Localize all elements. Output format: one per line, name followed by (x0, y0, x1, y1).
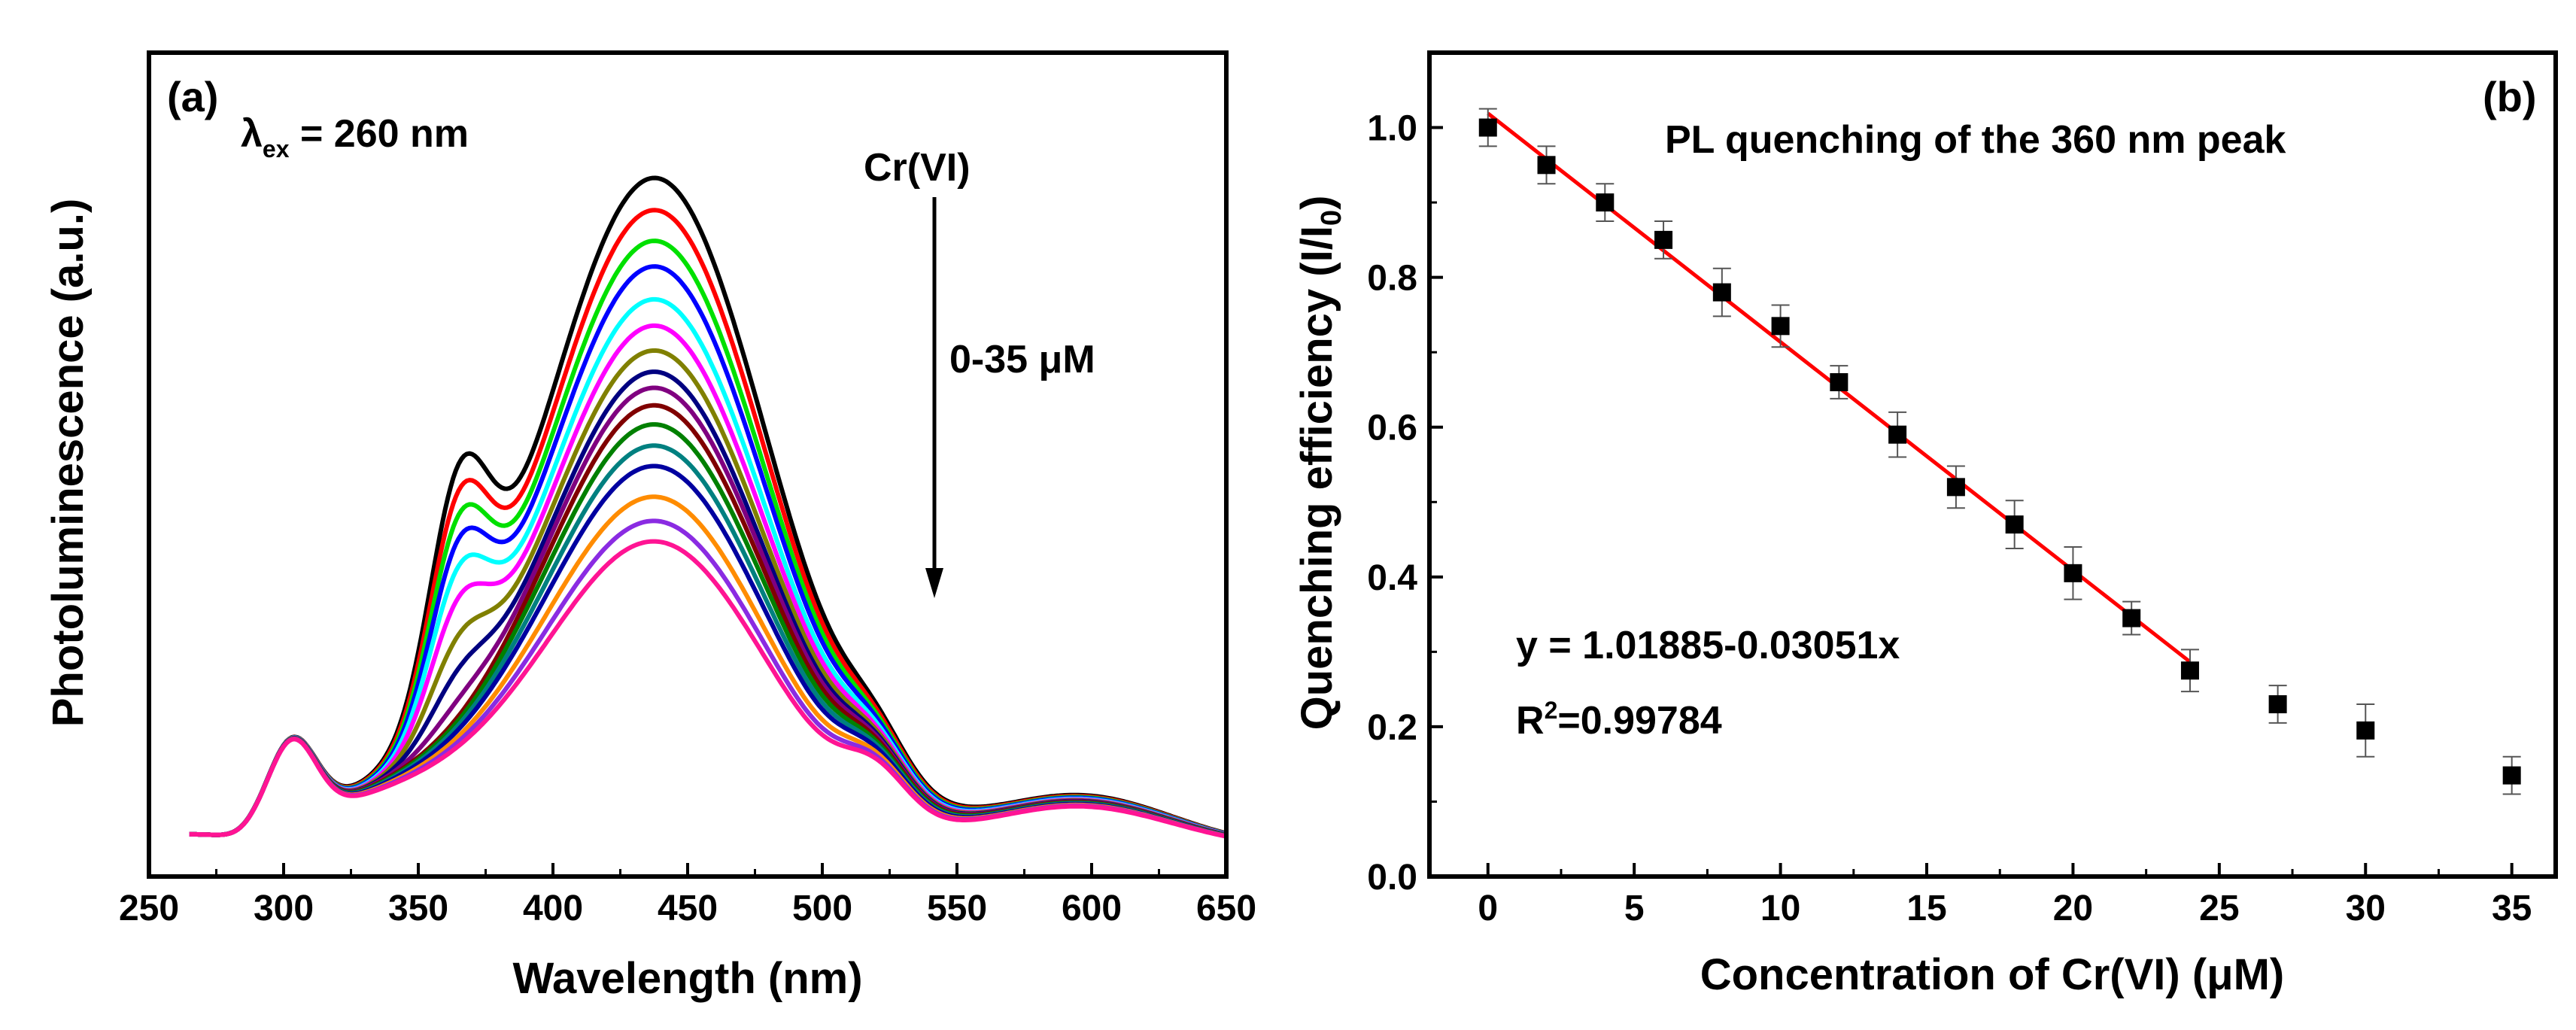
fit-equation: y = 1.01885-0.03051x (1516, 624, 1900, 667)
x-tick-label: 0 (1478, 889, 1498, 928)
y-tick-label: 1.0 (1367, 109, 1417, 149)
data-point (2356, 721, 2375, 740)
panel-a-x-ticks: 250 300 350 400 450 500 550 600 650 (119, 863, 1256, 928)
data-point (1888, 425, 1907, 444)
x-tick-label: 25 (2199, 889, 2239, 928)
data-point (1478, 118, 1497, 137)
x-tick-label: 300 (254, 889, 314, 928)
y-tick-label: 0.8 (1367, 259, 1417, 299)
x-tick-label: 20 (2053, 889, 2093, 928)
analyte-label: Cr(VI) (864, 146, 971, 190)
x-tick-label: 15 (1906, 889, 1946, 928)
data-point (2122, 609, 2141, 627)
x-tick-label: 650 (1196, 889, 1256, 928)
data-point (1537, 156, 1556, 175)
x-tick-label: 450 (658, 889, 718, 928)
panel-b-y-axis-title: Quenching efficiency (I/I0) (1293, 196, 1347, 731)
panel-a-y-axis-title: Photoluminescence (a.u.) (44, 199, 93, 728)
y-tick-label: 0.4 (1367, 558, 1417, 598)
x-tick-label: 500 (792, 889, 852, 928)
panel-b-label: (b) (2483, 73, 2537, 120)
data-point (2268, 695, 2287, 714)
data-point (2005, 515, 2024, 534)
quench-arrow-head (925, 568, 943, 598)
x-tick-label: 30 (2346, 889, 2386, 928)
data-point (1830, 373, 1848, 391)
x-tick-label: 5 (1624, 889, 1645, 928)
x-tick-label: 550 (927, 889, 987, 928)
panel-b-ticks: 0 5 10 15 20 25 30 35 0.0 0.2 0.4 0.6 0.8 1.0 (1367, 51, 2532, 928)
x-tick-label: 600 (1062, 889, 1122, 928)
panel-b-x-axis-title: Concentration of Cr(VI) (μM) (1700, 950, 2285, 999)
panel-b: 0 5 10 15 20 25 30 35 0.0 0.2 0.4 0.6 0.8 1.0 (b) PL … (1293, 50, 2558, 999)
data-point (2180, 661, 2199, 680)
data-point (1946, 478, 1965, 497)
y-tick-label: 0.0 (1367, 858, 1417, 898)
x-tick-label: 10 (1760, 889, 1800, 928)
x-tick-label: 35 (2492, 889, 2532, 928)
data-point (2502, 766, 2521, 785)
data-point (2064, 564, 2082, 582)
data-point (1596, 193, 1615, 212)
panel-b-frame (1427, 50, 2558, 879)
x-tick-label: 250 (119, 889, 179, 928)
data-point (1654, 230, 1673, 249)
excitation-label: λex = 260 nm (241, 112, 469, 163)
data-point (1771, 317, 1790, 336)
panel-b-title: PL quenching of the 360 nm peak (1665, 118, 2286, 162)
x-tick-label: 400 (523, 889, 583, 928)
panel-b-data (1478, 108, 2521, 795)
y-tick-label: 0.2 (1367, 708, 1417, 748)
y-tick-label: 0.6 (1367, 409, 1417, 448)
x-tick-label: 350 (388, 889, 448, 928)
panel-a: 250 300 350 400 450 500 550 600 650 (a) λex = 26… (44, 50, 1256, 1003)
fit-r-squared: R2=0.99784 (1516, 697, 1722, 743)
spectrum-line (189, 539, 1227, 839)
concentration-range-label: 0-35 μM (949, 338, 1095, 381)
data-point (1712, 283, 1731, 302)
spectra-group (189, 175, 1227, 839)
panel-a-x-axis-title: Wavelength (nm) (512, 954, 862, 1003)
panel-a-label: (a) (167, 73, 218, 120)
